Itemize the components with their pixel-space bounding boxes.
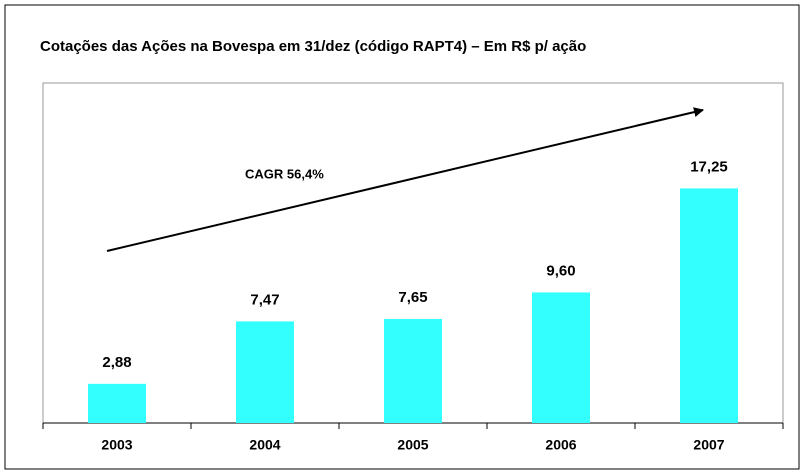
x-tick-label: 2003	[101, 437, 132, 453]
data-label: 7,47	[250, 291, 279, 308]
x-tick-label: 2006	[545, 437, 576, 453]
chart-title: Cotações das Ações na Bovespa em 31/dez …	[40, 38, 586, 55]
trend-arrow	[106, 107, 704, 252]
data-label: 9,60	[546, 262, 575, 279]
annotation: CAGR 56,4%	[245, 166, 324, 181]
bar	[384, 318, 442, 423]
x-tick-label: 2007	[693, 437, 724, 453]
data-label: 17,25	[690, 158, 728, 175]
x-tick-label: 2005	[397, 437, 428, 453]
bar	[532, 292, 590, 423]
bar	[236, 321, 294, 423]
data-label: 2,88	[102, 354, 131, 371]
bar	[680, 188, 738, 423]
bar	[88, 383, 146, 423]
data-label: 7,65	[398, 289, 427, 306]
x-tick-label: 2004	[249, 437, 280, 453]
